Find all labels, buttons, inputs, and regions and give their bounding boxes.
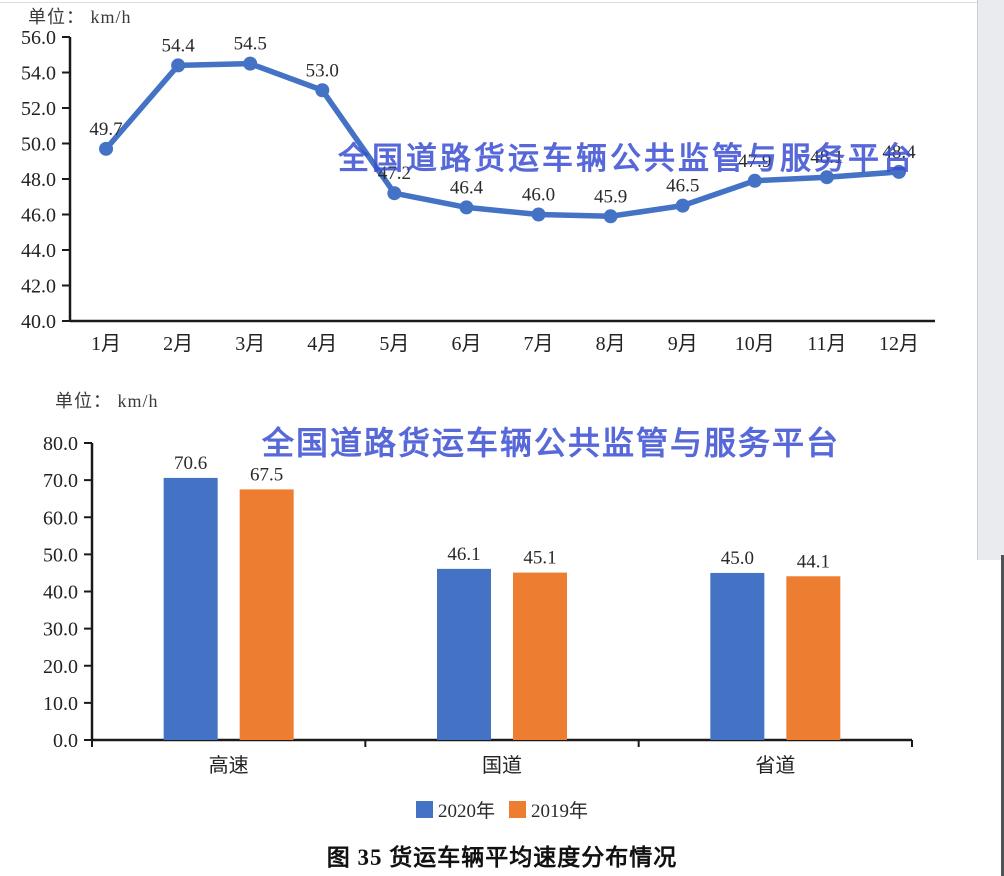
page-right-edge xyxy=(1001,555,1004,876)
y-tick-label: 52.0 xyxy=(21,98,56,120)
data-label: 46.0 xyxy=(522,185,555,206)
y-tick-label: 48.0 xyxy=(21,169,56,191)
data-point xyxy=(819,170,834,185)
line-chart-unit-label: 单位： km/h xyxy=(28,7,132,27)
bar-2019年-省道 xyxy=(786,576,841,740)
x-tick-label: 12月 xyxy=(879,333,919,355)
road-type-speed-bar-chart: 0.0 10.0 20.0 30.0 40.0 50.0 60.0 70.0 80.0 高速 70.… xyxy=(43,433,913,777)
data-label: 67.5 xyxy=(250,464,283,485)
x-tick-label: 11月 xyxy=(807,333,846,355)
x-tick-label: 7月 xyxy=(524,333,554,355)
x-tick-label: 3月 xyxy=(235,333,265,355)
data-point xyxy=(243,56,258,71)
y-tick-label: 44.0 xyxy=(21,240,56,262)
data-label: 46.4 xyxy=(450,177,484,198)
data-label: 45.0 xyxy=(721,548,754,569)
data-point xyxy=(387,186,402,201)
x-tick-label: 1月 xyxy=(91,333,121,355)
y-tick-label: 40.0 xyxy=(21,311,56,333)
data-label: 48.4 xyxy=(882,142,916,163)
x-tick-label: 5月 xyxy=(379,333,409,355)
bar-2020年-省道 xyxy=(710,572,765,740)
data-point xyxy=(531,207,546,222)
data-label: 49.7 xyxy=(89,119,122,140)
data-point xyxy=(675,198,690,213)
bar-2020年-高速 xyxy=(163,477,218,740)
x-tick-label: 9月 xyxy=(668,333,698,355)
x-tick-label: 2月 xyxy=(163,333,193,355)
y-tick-label: 50.0 xyxy=(21,134,56,156)
data-point xyxy=(603,209,618,224)
series-line xyxy=(103,60,902,220)
data-point xyxy=(747,173,762,188)
data-point xyxy=(891,164,906,179)
bar-chart-unit-label: 单位： km/h xyxy=(55,391,159,411)
x-category-label: 高速 xyxy=(209,754,249,777)
data-label: 54.5 xyxy=(234,34,267,55)
y-tick-label: 40.0 xyxy=(43,582,78,604)
legend-swatch-icon xyxy=(415,801,433,818)
y-tick-label: 70.0 xyxy=(43,470,78,492)
data-label: 45.1 xyxy=(523,548,556,569)
y-tick-label: 46.0 xyxy=(21,205,56,227)
data-label: 46.5 xyxy=(666,176,699,197)
x-category-label: 省道 xyxy=(755,754,795,777)
y-tick-label: 30.0 xyxy=(43,619,78,641)
x-tick-label: 4月 xyxy=(307,333,337,355)
y-tick-label: 60.0 xyxy=(43,507,78,529)
data-label: 46.1 xyxy=(447,544,480,565)
bar-chart-legend: 2020年 2019年 xyxy=(0,796,1004,823)
data-label: 47.9 xyxy=(738,151,771,172)
x-tick-label: 6月 xyxy=(451,333,481,355)
page-right-margin xyxy=(977,0,1004,560)
figure-caption: 图 35 货运车辆平均速度分布情况 xyxy=(326,845,678,870)
data-label: 54.4 xyxy=(162,35,196,56)
bar-2019年-国道 xyxy=(513,572,567,740)
legend-item-2020年: 2020年 xyxy=(415,796,495,823)
data-label: 44.1 xyxy=(797,551,830,572)
page-top-edge xyxy=(0,2,1004,3)
data-label: 48.1 xyxy=(810,147,843,168)
y-tick-label: 10.0 xyxy=(43,693,78,715)
x-tick-label: 8月 xyxy=(596,333,626,355)
y-tick-label: 42.0 xyxy=(21,276,56,298)
data-point xyxy=(315,83,330,98)
y-tick-label: 20.0 xyxy=(43,656,78,678)
legend-label: 2020年 xyxy=(437,801,495,822)
data-label: 70.6 xyxy=(174,453,207,474)
y-tick-label: 56.0 xyxy=(21,27,56,49)
data-point xyxy=(459,200,474,215)
y-tick-label: 50.0 xyxy=(43,544,78,566)
legend-swatch-icon xyxy=(509,801,526,818)
x-tick-label: 10月 xyxy=(735,333,775,355)
x-category-label: 国道 xyxy=(482,754,522,777)
y-tick-label: 0.0 xyxy=(53,730,78,752)
data-label: 45.9 xyxy=(594,186,627,207)
data-label: 53.0 xyxy=(306,60,339,81)
legend-item-2019年: 2019年 xyxy=(509,796,588,823)
bar-2019年-高速 xyxy=(239,489,294,740)
monthly-speed-line-chart: 40.0 42.0 44.0 46.0 48.0 50.0 52.0 54.0 56.0 1月 2月… xyxy=(21,27,935,355)
data-point xyxy=(99,141,114,156)
data-point xyxy=(171,58,186,73)
y-tick-label: 80.0 xyxy=(43,433,78,455)
data-label: 47.2 xyxy=(378,163,411,184)
bar-2020年-国道 xyxy=(437,568,491,740)
y-tick-label: 54.0 xyxy=(21,63,56,85)
legend-label: 2019年 xyxy=(531,801,589,822)
